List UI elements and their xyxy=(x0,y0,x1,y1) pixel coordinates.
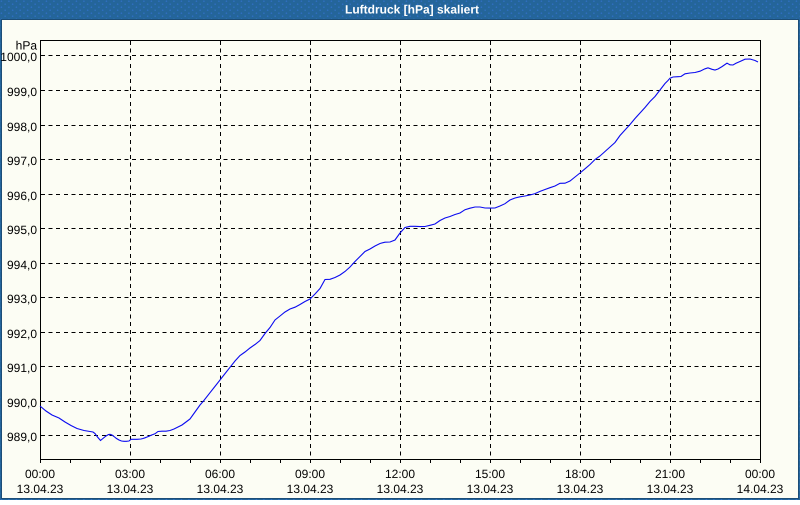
svg-text:996,0: 996,0 xyxy=(7,189,37,203)
svg-text:00:00: 00:00 xyxy=(745,467,775,481)
svg-text:06:00: 06:00 xyxy=(205,467,235,481)
svg-text:14.04.23: 14.04.23 xyxy=(737,482,784,496)
svg-text:13.04.23: 13.04.23 xyxy=(377,482,424,496)
svg-text:989,0: 989,0 xyxy=(7,430,37,444)
svg-text:13.04.23: 13.04.23 xyxy=(197,482,244,496)
svg-text:993,0: 993,0 xyxy=(7,292,37,306)
svg-text:13.04.23: 13.04.23 xyxy=(557,482,604,496)
svg-text:00:00: 00:00 xyxy=(25,467,55,481)
svg-text:991,0: 991,0 xyxy=(7,361,37,375)
svg-text:21:00: 21:00 xyxy=(655,467,685,481)
svg-text:998,0: 998,0 xyxy=(7,120,37,134)
svg-text:13.04.23: 13.04.23 xyxy=(647,482,694,496)
svg-text:999,0: 999,0 xyxy=(7,85,37,99)
svg-text:Luftdruck [hPa] skaliert: Luftdruck [hPa] skaliert xyxy=(345,3,479,17)
svg-text:13.04.23: 13.04.23 xyxy=(287,482,334,496)
svg-text:995,0: 995,0 xyxy=(7,223,37,237)
svg-text:13.04.23: 13.04.23 xyxy=(17,482,64,496)
svg-text:15:00: 15:00 xyxy=(475,467,505,481)
svg-text:992,0: 992,0 xyxy=(7,327,37,341)
svg-text:03:00: 03:00 xyxy=(115,467,145,481)
svg-text:18:00: 18:00 xyxy=(565,467,595,481)
svg-text:994,0: 994,0 xyxy=(7,258,37,272)
svg-text:hPa: hPa xyxy=(16,39,38,53)
svg-text:09:00: 09:00 xyxy=(295,467,325,481)
svg-text:1000,0: 1000,0 xyxy=(0,50,37,64)
svg-text:12:00: 12:00 xyxy=(385,467,415,481)
svg-text:13.04.23: 13.04.23 xyxy=(107,482,154,496)
svg-text:13.04.23: 13.04.23 xyxy=(467,482,514,496)
svg-text:990,0: 990,0 xyxy=(7,396,37,410)
svg-text:997,0: 997,0 xyxy=(7,154,37,168)
